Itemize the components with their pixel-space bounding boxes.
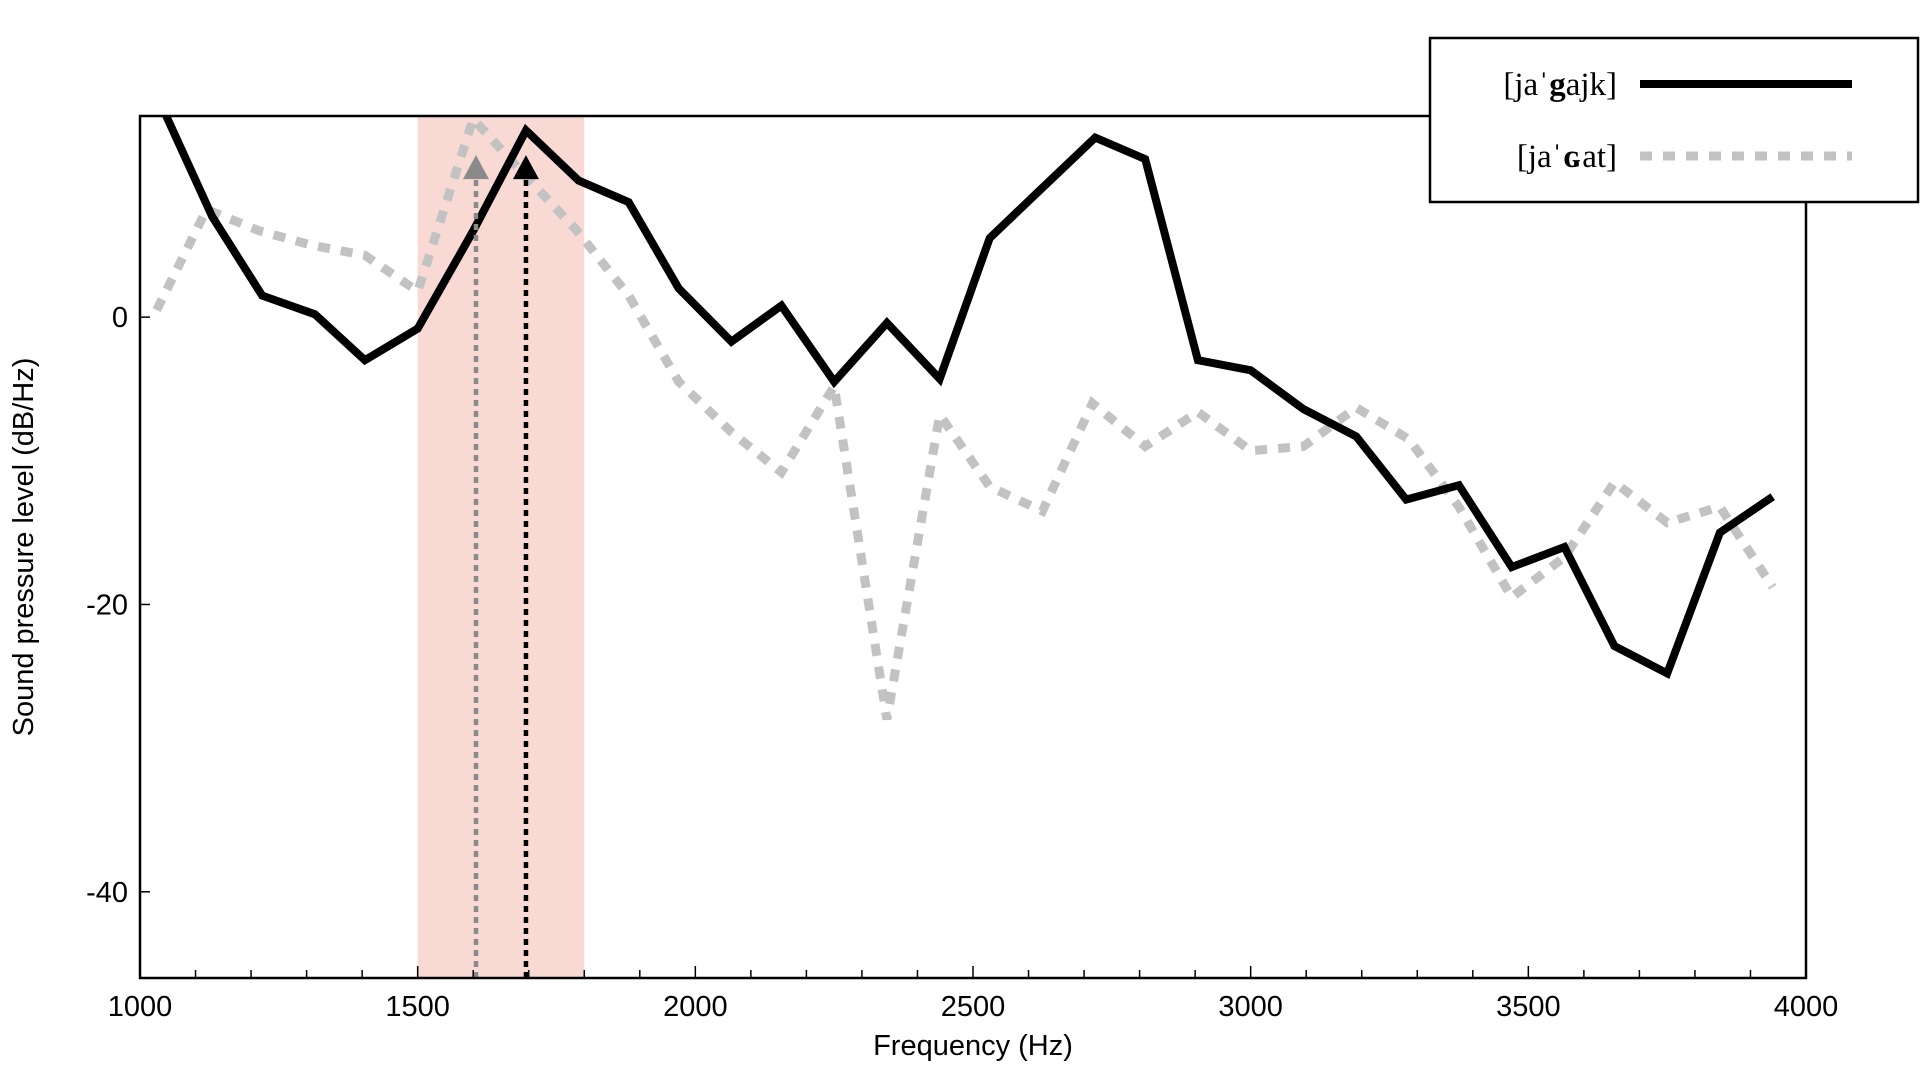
highlight-band-layer xyxy=(417,116,585,978)
y-axis-title: Sound pressure level (dB/Hz) xyxy=(8,358,40,737)
x-tick-label: 1500 xyxy=(385,991,450,1023)
peak-marker-arrow-1 xyxy=(512,155,539,180)
series-line-2 xyxy=(152,116,1777,721)
highlight-band xyxy=(417,116,585,978)
legend-box xyxy=(1428,36,1920,204)
y-tick-label: -40 xyxy=(86,877,128,909)
x-tick-label: 4000 xyxy=(1774,991,1839,1023)
x-axis-title: Frequency (Hz) xyxy=(873,1030,1073,1062)
legend: [jaˈgajk] [jaˈɢat] xyxy=(1428,36,1920,204)
series-line-1 xyxy=(161,116,1775,680)
series-layer xyxy=(152,116,1777,721)
x-tick-label: 2500 xyxy=(941,991,1006,1023)
x-tick-label: 3500 xyxy=(1496,991,1561,1023)
peak-marker-arrow-2 xyxy=(462,155,489,180)
peak-marker-layer xyxy=(462,155,539,978)
x-tick-label: 1000 xyxy=(108,991,173,1023)
legend-label-2: [jaˈɢat] xyxy=(1517,139,1617,175)
axes: 1000 1500 2000 2500 3000 3500 4000 0 -20 -40 xyxy=(86,114,1839,1023)
x-tick-label: 3000 xyxy=(1218,991,1283,1023)
y-tick-label: 0 xyxy=(112,302,128,334)
y-tick-label: -20 xyxy=(86,589,128,621)
legend-label-1: [jaˈgajk] xyxy=(1503,67,1617,103)
x-tick-label: 2000 xyxy=(663,991,728,1023)
